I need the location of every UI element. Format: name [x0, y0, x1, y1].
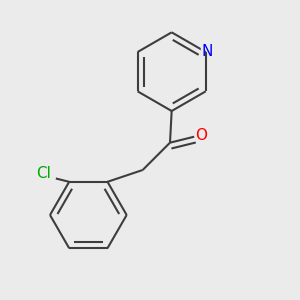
Text: O: O	[195, 128, 207, 143]
Text: N: N	[201, 44, 212, 59]
Text: Cl: Cl	[33, 164, 54, 183]
Text: O: O	[193, 127, 209, 146]
Text: Cl: Cl	[36, 166, 51, 181]
Text: N: N	[199, 42, 215, 61]
